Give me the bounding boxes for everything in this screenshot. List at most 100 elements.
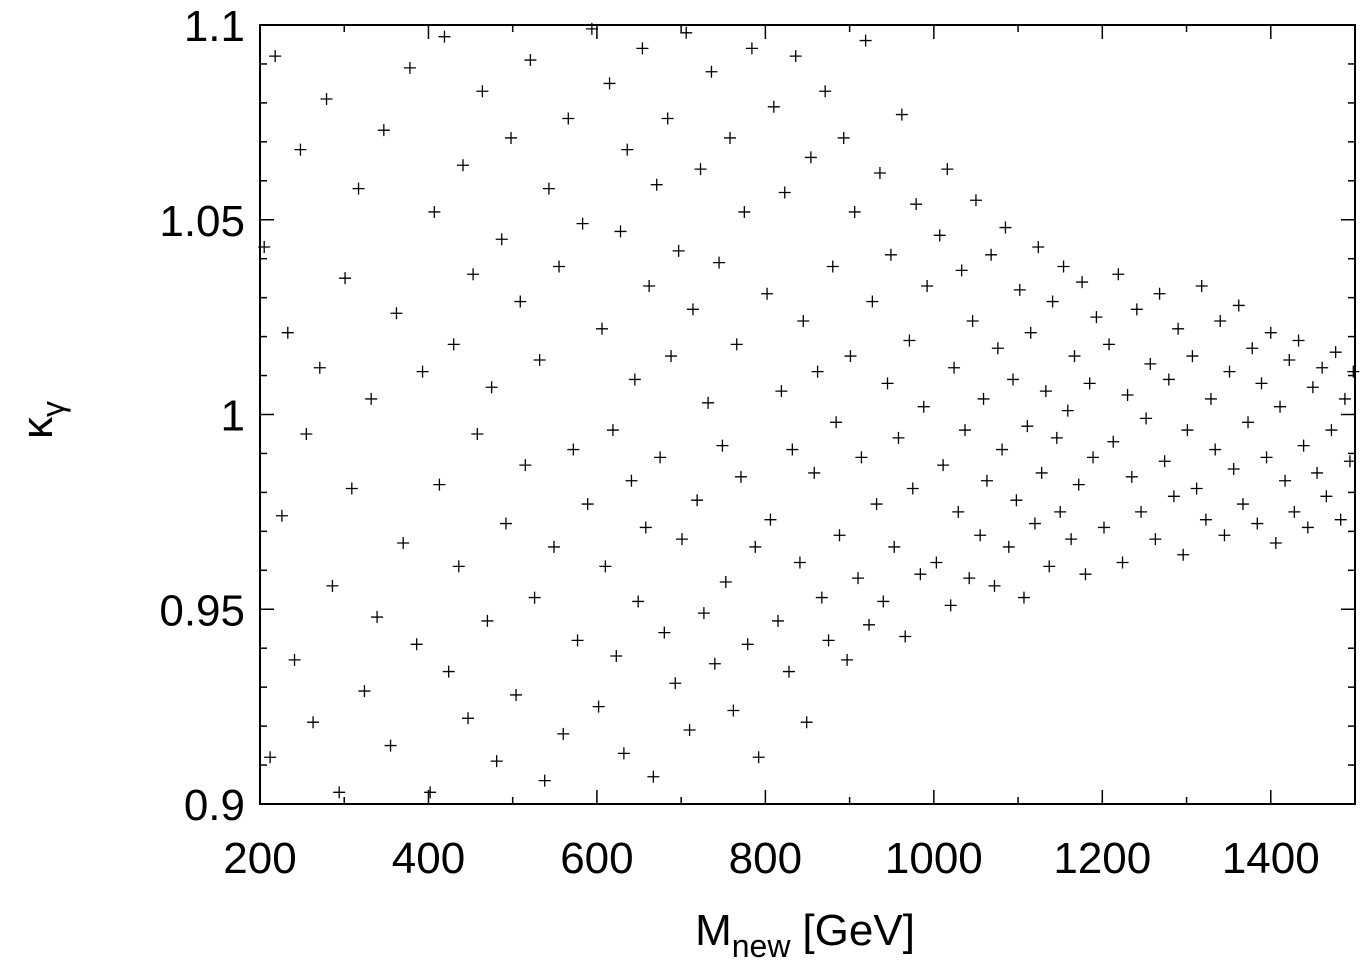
point bbox=[505, 131, 518, 144]
point bbox=[333, 786, 346, 799]
point bbox=[1140, 412, 1153, 425]
point bbox=[966, 315, 979, 328]
point bbox=[1024, 326, 1037, 339]
point bbox=[1329, 346, 1342, 359]
point bbox=[826, 260, 839, 273]
point bbox=[782, 665, 795, 678]
y-tick-label: 0.9 bbox=[184, 781, 245, 830]
point bbox=[730, 338, 743, 351]
point bbox=[581, 498, 594, 511]
point bbox=[855, 451, 868, 464]
point bbox=[738, 205, 751, 218]
x-tick-label: 400 bbox=[392, 834, 465, 883]
point bbox=[752, 751, 765, 764]
point bbox=[1190, 482, 1203, 495]
point bbox=[1072, 478, 1085, 491]
point bbox=[288, 653, 301, 666]
point bbox=[716, 439, 729, 452]
point bbox=[606, 424, 619, 437]
point bbox=[1061, 404, 1074, 417]
point bbox=[1130, 303, 1143, 316]
point bbox=[1068, 350, 1081, 363]
point bbox=[1039, 385, 1052, 398]
point bbox=[264, 751, 277, 764]
y-tick-label: 1.1 bbox=[184, 2, 245, 51]
point bbox=[1214, 315, 1227, 328]
point bbox=[1103, 338, 1116, 351]
point bbox=[1035, 466, 1048, 479]
point bbox=[999, 221, 1012, 234]
point bbox=[1043, 560, 1056, 573]
point bbox=[797, 315, 810, 328]
point bbox=[881, 377, 894, 390]
point bbox=[390, 307, 403, 320]
point bbox=[804, 151, 817, 164]
point bbox=[686, 303, 699, 316]
x-tick-label: 1000 bbox=[885, 834, 983, 883]
point bbox=[1306, 381, 1319, 394]
point bbox=[1167, 490, 1180, 503]
point bbox=[859, 34, 872, 47]
y-tick-label: 1 bbox=[221, 392, 245, 441]
point bbox=[877, 595, 890, 608]
point bbox=[632, 595, 645, 608]
point bbox=[1121, 389, 1134, 402]
point bbox=[1002, 540, 1015, 553]
point bbox=[1186, 350, 1199, 363]
point bbox=[1162, 373, 1175, 386]
point bbox=[1199, 513, 1212, 526]
point bbox=[625, 474, 638, 487]
point bbox=[533, 353, 546, 366]
point bbox=[514, 295, 527, 308]
point bbox=[1177, 548, 1190, 561]
point bbox=[862, 618, 875, 631]
point bbox=[892, 431, 905, 444]
point bbox=[1274, 400, 1287, 413]
point bbox=[895, 108, 908, 121]
point bbox=[1032, 241, 1045, 254]
point bbox=[917, 400, 930, 413]
point bbox=[848, 205, 861, 218]
point bbox=[1065, 533, 1078, 546]
point bbox=[639, 521, 652, 534]
point bbox=[403, 61, 416, 74]
point bbox=[499, 517, 512, 530]
point bbox=[1135, 505, 1148, 518]
point bbox=[576, 217, 589, 230]
x-tick-label: 600 bbox=[560, 834, 633, 883]
point bbox=[397, 537, 410, 550]
point bbox=[1046, 295, 1059, 308]
point bbox=[595, 322, 608, 335]
point bbox=[1090, 311, 1103, 324]
point bbox=[1316, 361, 1329, 374]
point bbox=[988, 579, 1001, 592]
point bbox=[702, 396, 715, 409]
point bbox=[888, 540, 901, 553]
point bbox=[1311, 466, 1324, 479]
point bbox=[476, 85, 489, 98]
point bbox=[833, 529, 846, 542]
point bbox=[614, 225, 627, 238]
point bbox=[1013, 283, 1026, 296]
point bbox=[371, 611, 384, 624]
point bbox=[808, 466, 821, 479]
point bbox=[650, 178, 663, 191]
point bbox=[1288, 505, 1301, 518]
point bbox=[1116, 556, 1129, 569]
point bbox=[510, 688, 523, 701]
point bbox=[1083, 377, 1096, 390]
point bbox=[955, 264, 968, 277]
point bbox=[1325, 424, 1338, 437]
point bbox=[345, 482, 358, 495]
point bbox=[815, 591, 828, 604]
point bbox=[1260, 451, 1273, 464]
point bbox=[1236, 498, 1249, 511]
point bbox=[870, 498, 883, 511]
point bbox=[294, 143, 307, 156]
point bbox=[1010, 494, 1023, 507]
y-label-main: κ bbox=[13, 416, 62, 439]
point bbox=[697, 607, 710, 620]
point bbox=[452, 560, 465, 573]
point bbox=[1297, 439, 1310, 452]
point bbox=[830, 416, 843, 429]
